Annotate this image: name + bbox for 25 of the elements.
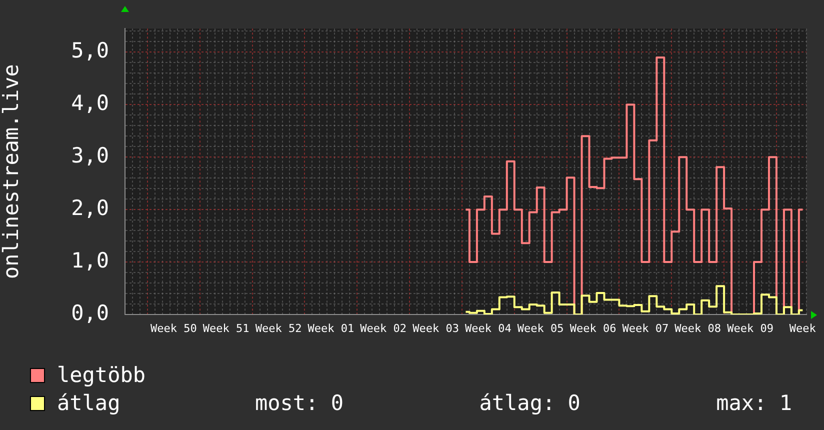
- x-tick-label: Week 07: [622, 322, 669, 335]
- y-tick-label: 2,0: [71, 196, 109, 220]
- legend-label: legtöbb: [57, 362, 146, 389]
- x-tick-label: Week: [789, 322, 816, 335]
- x-tick-label: Week 06: [570, 322, 616, 335]
- y-tick-label: 5,0: [71, 38, 109, 63]
- x-tick-label: Week 02: [360, 322, 407, 335]
- y-tick-label: 3,0: [71, 144, 109, 168]
- y-tick-label: 0,0: [71, 300, 109, 325]
- x-tick-label: Week 50: [150, 322, 197, 335]
- x-tick-label: Week 52: [255, 322, 302, 335]
- y-axis-title: onlinestream.live: [0, 64, 24, 280]
- x-tick-label: Week 04: [464, 322, 512, 335]
- y-tick-label: 4,0: [71, 91, 109, 116]
- x-tick-label: Week 05: [517, 322, 564, 335]
- text: átlag: 0: [479, 391, 580, 415]
- text: most: 0: [255, 391, 344, 415]
- legend-label: átlag: [57, 390, 120, 417]
- y-tick-label: 1,0: [71, 248, 109, 272]
- x-tick-label: Week 09: [727, 322, 774, 335]
- x-tick-label: Week 01: [308, 322, 354, 335]
- x-tick-label: Week 03: [412, 322, 459, 335]
- x-tick-label: Week 51: [202, 322, 250, 335]
- text: max: 1: [716, 391, 792, 415]
- x-tick-label: Week 08: [674, 322, 722, 335]
